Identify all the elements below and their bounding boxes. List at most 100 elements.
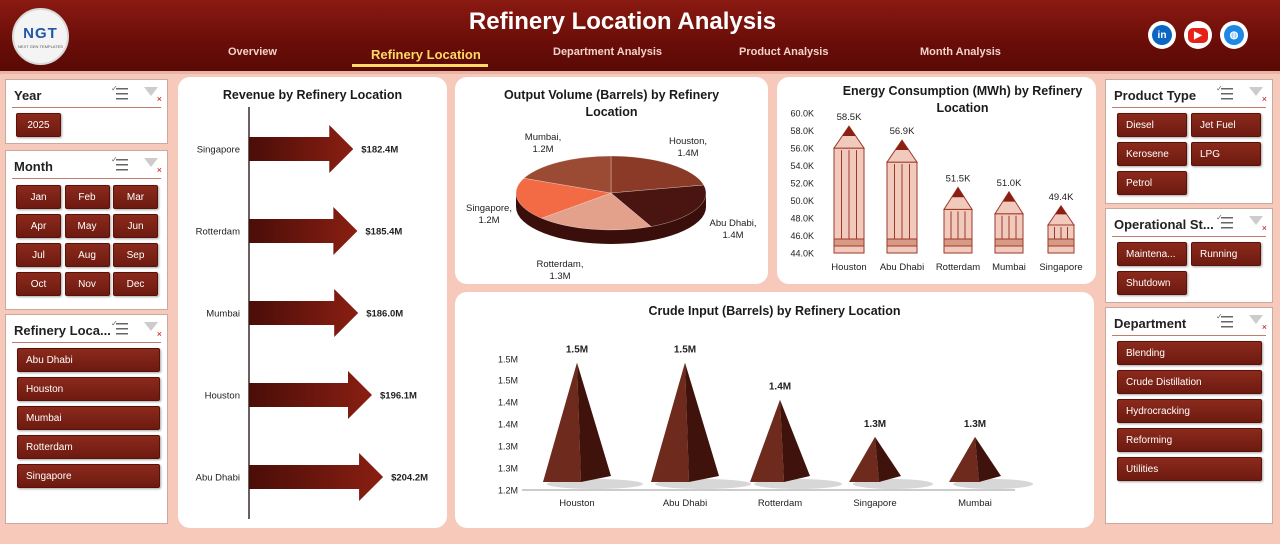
multi-select-icon[interactable] — [111, 85, 129, 102]
crude-category-label: Singapore — [853, 498, 896, 509]
energy-y-tick: 48.0K — [790, 214, 814, 224]
pie-slice-abu-dhabi — [610, 184, 707, 227]
revenue-data-label: $204.2M — [391, 473, 428, 484]
department-reforming-button[interactable]: Reforming — [1117, 428, 1262, 452]
status-shutdown-button[interactable]: Shutdown — [1117, 271, 1187, 295]
youtube-icon: ▶ — [1188, 27, 1208, 43]
output-chart-title: Output Volume (Barrels) by Refinery Loca… — [503, 88, 720, 119]
tab-product-analysis[interactable]: Product Analysis — [739, 46, 829, 58]
year-slicer: Year 2025 — [5, 79, 168, 144]
product-diesel-button[interactable]: Diesel — [1117, 113, 1187, 137]
crude-data-label: 1.3M — [864, 419, 886, 430]
location-mumbai-button[interactable]: Mumbai — [17, 406, 160, 430]
status-running-button[interactable]: Running — [1191, 242, 1261, 266]
tab-department-analysis[interactable]: Department Analysis — [553, 46, 663, 58]
month-jul-button[interactable]: Jul — [16, 243, 61, 267]
crude-y-tick: 1.3M — [498, 464, 518, 474]
status-maintenance-button[interactable]: Maintena... — [1117, 242, 1187, 266]
month-sep-button[interactable]: Sep — [113, 243, 158, 267]
multi-select-icon[interactable] — [1216, 313, 1234, 330]
crude-data-label: 1.5M — [674, 345, 696, 356]
energy-bar-abu-dhabi — [886, 139, 918, 254]
youtube-button[interactable]: ▶ — [1184, 21, 1212, 49]
product-petrol-button[interactable]: Petrol — [1117, 171, 1187, 195]
month-jun-button[interactable]: Jun — [113, 214, 158, 238]
multi-select-icon[interactable] — [111, 320, 129, 337]
ngt-logo: NGT NEXT GEN TEMPLATES — [12, 8, 69, 65]
pyramid-face-left — [750, 399, 784, 482]
revenue-category-label: Rotterdam — [196, 227, 240, 238]
crude-category-label: Abu Dhabi — [663, 498, 707, 509]
pyramid-face-left — [651, 362, 689, 482]
clear-filter-icon[interactable] — [1248, 86, 1267, 104]
revenue-data-label: $185.4M — [365, 227, 402, 238]
product-kerosene-button[interactable]: Kerosene — [1117, 142, 1187, 166]
revenue-bar-mumbai — [249, 289, 359, 337]
department-utilities-button[interactable]: Utilities — [1117, 457, 1262, 481]
location-rotterdam-button[interactable]: Rotterdam — [17, 435, 160, 459]
pie-label-name: Rotterdam, — [537, 259, 584, 270]
slicer-divider — [1112, 236, 1266, 237]
clear-filter-icon[interactable] — [143, 321, 162, 339]
tab-month-analysis[interactable]: Month Analysis — [920, 46, 1001, 58]
clear-filter-icon[interactable] — [143, 86, 162, 104]
location-houston-button[interactable]: Houston — [17, 377, 160, 401]
month-feb-button[interactable]: Feb — [64, 185, 110, 209]
slicer-icons — [111, 156, 162, 175]
revenue-bar-singapore — [249, 125, 354, 173]
department-blending-button[interactable]: Blending — [1117, 341, 1262, 365]
revenue-category-label: Houston — [205, 391, 240, 402]
slicer-icons — [1216, 313, 1267, 332]
clear-filter-icon[interactable] — [1248, 215, 1267, 233]
pyramid-face-left — [543, 362, 581, 482]
pencil-band — [994, 238, 1024, 247]
logo-subtext: NEXT GEN TEMPLATES — [18, 44, 63, 49]
year-2025-button[interactable]: 2025 — [16, 113, 61, 137]
pyramid-face-right — [875, 436, 901, 482]
location-singapore-button[interactable]: Singapore — [17, 464, 160, 488]
clear-filter-icon[interactable] — [1248, 314, 1267, 332]
multi-select-icon[interactable] — [111, 156, 129, 173]
department-crude-distillation-button[interactable]: Crude Distillation — [1117, 370, 1262, 394]
slicer-divider — [1112, 335, 1266, 336]
location-abu-dhabi-button[interactable]: Abu Dhabi — [17, 348, 160, 372]
department-hydrocracking-button[interactable]: Hydrocracking — [1117, 399, 1262, 423]
pencil-lead — [895, 140, 909, 151]
crude-category-label: Mumbai — [958, 498, 992, 509]
multi-select-icon[interactable] — [1216, 214, 1234, 231]
product-lpg-button[interactable]: LPG — [1191, 142, 1261, 166]
pie-slice-mumbai — [523, 155, 612, 194]
month-dec-button[interactable]: Dec — [113, 272, 158, 296]
month-mar-button[interactable]: Mar — [113, 185, 158, 209]
product-jet-fuel-button[interactable]: Jet Fuel — [1191, 113, 1261, 137]
energy-y-tick: 44.0K — [790, 249, 814, 259]
clear-filter-icon[interactable] — [143, 157, 162, 175]
month-jan-button[interactable]: Jan — [16, 185, 61, 209]
energy-chart-title: Energy Consumption (MWh) by Refinery Loc… — [842, 84, 1083, 115]
month-nov-button[interactable]: Nov — [64, 272, 110, 296]
tab-overview[interactable]: Overview — [228, 46, 277, 58]
globe-button[interactable]: ◍ — [1220, 21, 1248, 49]
page-title: Refinery Location Analysis — [468, 8, 777, 35]
crude-pyramid-singapore — [849, 436, 933, 489]
month-may-button[interactable]: May — [64, 214, 110, 238]
revenue-chart: Singapore $182.4M Rotterdam $185.4M Mumbai $1… — [196, 107, 428, 519]
energy-bar-mumbai — [994, 190, 1024, 254]
month-aug-button[interactable]: Aug — [64, 243, 110, 267]
crude-pyramid-houston — [543, 362, 643, 489]
crude-category-label: Rotterdam — [758, 498, 802, 509]
linkedin-button[interactable]: in — [1148, 21, 1176, 49]
tab-refinery-location[interactable]: Refinery Location — [371, 47, 481, 62]
pencil-tip — [1047, 204, 1075, 226]
pencil-tip — [886, 139, 918, 163]
month-apr-button[interactable]: Apr — [16, 214, 61, 238]
output-volume-card: Output Volume (Barrels) by Refinery Loca… — [455, 77, 768, 284]
month-oct-button[interactable]: Oct — [16, 272, 61, 296]
pie-label-name: Abu Dhabi, — [709, 218, 756, 229]
revenue-bar-abu-dhabi — [249, 453, 384, 501]
multi-select-icon[interactable] — [1216, 85, 1234, 102]
pencil-lead — [1055, 205, 1067, 215]
revenue-bar-houston — [249, 371, 373, 419]
